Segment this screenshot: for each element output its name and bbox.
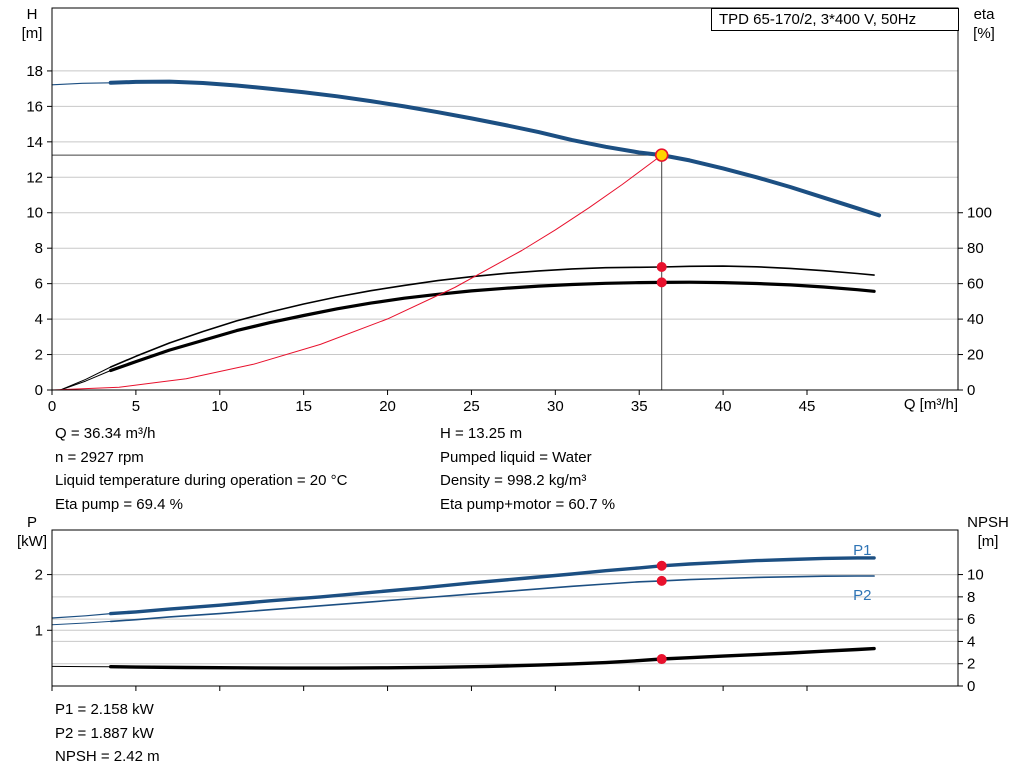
head-axis-title: H [m] xyxy=(14,5,50,43)
info-line-density: Density = 998.2 kg/m³ xyxy=(440,472,587,489)
left-tick-label: 8 xyxy=(35,240,43,257)
x-tick-label: 45 xyxy=(799,398,816,415)
right-tick-label: 20 xyxy=(967,347,984,364)
info-line-q: Q = 36.34 m³/h xyxy=(55,425,156,442)
power-axis-unit: [kW] xyxy=(17,533,47,550)
left-tick-label: 2 xyxy=(35,347,43,364)
right-tick-label: 4 xyxy=(967,633,975,650)
curve-label-p1-label: P1 xyxy=(853,542,871,559)
left-tick-label: 0 xyxy=(35,382,43,399)
right-tick-label: 60 xyxy=(967,276,984,293)
x-tick-label: 40 xyxy=(715,398,732,415)
curve-eta-pump xyxy=(109,265,875,368)
right-tick-label: 0 xyxy=(967,382,975,399)
left-tick-label: 16 xyxy=(26,98,43,115)
marker-eta-pump-motor-point xyxy=(656,277,667,288)
right-tick-label: 8 xyxy=(967,589,975,606)
marker-eta-pump-point xyxy=(656,261,667,272)
curve-p2-lead xyxy=(51,620,112,626)
right-tick-label: 80 xyxy=(967,240,984,257)
left-tick-label: 2 xyxy=(35,567,43,584)
eta-axis-unit: [%] xyxy=(973,25,995,42)
marker-p2-point xyxy=(656,575,667,586)
plot-border xyxy=(51,529,959,687)
right-tick-label: 6 xyxy=(967,611,975,628)
right-tick-label: 2 xyxy=(967,656,975,673)
marker-npsh-point xyxy=(656,654,667,665)
curve-p2 xyxy=(109,575,875,623)
info-line-n: n = 2927 rpm xyxy=(55,448,144,466)
power-axis-title: P [kW] xyxy=(14,513,50,551)
x-tick-label: 30 xyxy=(547,398,564,415)
info-line-p2: P2 = 1.887 kW xyxy=(55,724,154,742)
curve-eta-pump-motor xyxy=(109,280,876,373)
left-tick-label: 4 xyxy=(35,311,43,328)
pump-title-box: TPD 65-170/2, 3*400 V, 50Hz xyxy=(711,8,959,31)
x-tick-label: 5 xyxy=(132,398,140,415)
flow-axis-label: Q [m³/h] xyxy=(903,396,958,413)
plot-border xyxy=(51,7,959,391)
left-tick-label: 10 xyxy=(26,205,43,222)
power-data-block: P1 = 2.158 kW P2 = 1.887 kW NPSH = 2.42 … xyxy=(55,698,160,769)
right-tick-label: 10 xyxy=(967,567,984,584)
head-axis-unit: [m] xyxy=(21,25,43,42)
info-line-eta-pump-motor: Eta pump+motor = 60.7 % xyxy=(440,495,616,513)
curve-hq-lead xyxy=(51,82,112,86)
npsh-axis-unit: [m] xyxy=(977,533,999,550)
info-line-p1: P1 = 2.158 kW xyxy=(55,701,154,718)
npsh-axis-symbol: NPSH xyxy=(967,514,1009,531)
left-tick-label: 14 xyxy=(26,134,43,151)
info-line-h: H = 13.25 m xyxy=(440,425,523,442)
left-tick-label: 1 xyxy=(35,622,43,639)
x-tick-label: 15 xyxy=(295,398,312,415)
curve-p1-lead xyxy=(51,612,112,619)
power-axis-symbol: P xyxy=(26,514,37,531)
curve-npsh xyxy=(108,646,876,670)
head-axis-symbol: H xyxy=(26,6,38,23)
right-tick-label: 40 xyxy=(967,311,984,328)
x-tick-label: 20 xyxy=(379,398,396,415)
curve-hq xyxy=(108,79,882,218)
x-tick-label: 10 xyxy=(211,398,228,415)
marker-duty-point xyxy=(654,148,669,162)
marker-p1-point xyxy=(656,560,667,571)
left-tick-label: 6 xyxy=(35,276,43,293)
eta-axis-symbol: eta xyxy=(973,6,995,23)
curve-p1 xyxy=(108,556,876,616)
info-line-npsh: NPSH = 2.42 m xyxy=(55,748,160,765)
curve-eta-pump-lead xyxy=(59,366,112,391)
left-tick-label: 12 xyxy=(26,169,43,186)
right-tick-label: 100 xyxy=(967,205,992,222)
x-tick-label: 35 xyxy=(631,398,648,415)
curve-system-curve xyxy=(51,154,663,391)
x-tick-label: 0 xyxy=(48,398,56,415)
right-tick-label: 0 xyxy=(967,678,975,695)
operating-data-left: Q = 36.34 m³/h n = 2927 rpm Liquid tempe… xyxy=(55,422,347,516)
npsh-axis-title: NPSH [m] xyxy=(962,513,1014,551)
operating-data-right: H = 13.25 m Pumped liquid = Water Densit… xyxy=(440,422,615,516)
curve-label-p2-label: P2 xyxy=(853,587,871,604)
eta-axis-title: eta [%] xyxy=(962,5,1006,43)
x-tick-label: 25 xyxy=(463,398,480,415)
info-line-temperature: Liquid temperature during operation = 20… xyxy=(55,472,348,489)
curve-eta-pump-motor-lead xyxy=(59,370,112,391)
info-line-eta-pump: Eta pump = 69.4 % xyxy=(55,495,183,513)
info-line-liquid: Pumped liquid = Water xyxy=(440,448,592,466)
left-tick-label: 18 xyxy=(26,63,43,80)
